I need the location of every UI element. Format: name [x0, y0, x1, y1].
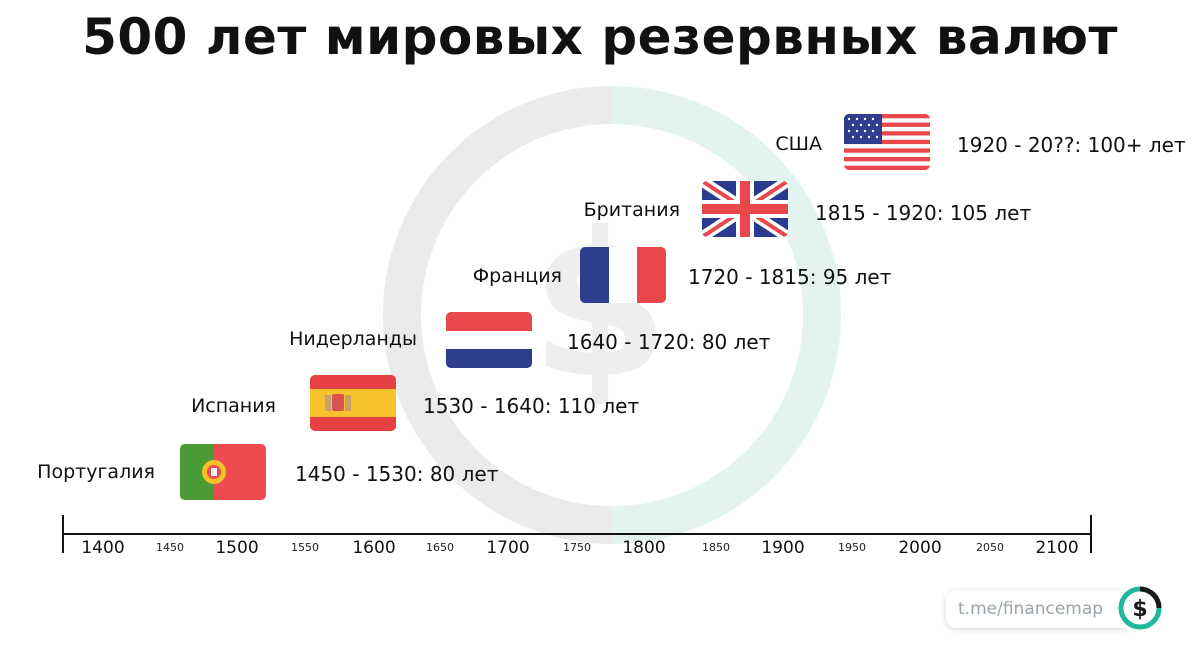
timeline-axis	[62, 533, 1092, 535]
tick-2100: 2100	[1035, 538, 1079, 558]
portugal-flag-icon	[180, 444, 266, 500]
tick-1650: 1650	[426, 541, 454, 554]
usa-flag-icon	[844, 114, 930, 170]
period-netherlands: 1640 - 1720: 80 лет	[567, 330, 771, 354]
telegram-link[interactable]	[946, 590, 1136, 628]
period-usa: 1920 - 20??: 100+ лет	[957, 133, 1186, 157]
country-label-portugal: Португалия	[37, 461, 155, 483]
dollar-logo-icon: $	[1115, 583, 1165, 633]
country-label-usa: США	[775, 133, 822, 155]
country-label-netherlands: Нидерланды	[289, 328, 417, 350]
tick-1400: 1400	[81, 538, 125, 558]
page-title: 500 лет мировых резервных валют	[82, 8, 1118, 66]
telegram-link-text[interactable]: t.me/financemap	[958, 599, 1104, 619]
country-label-france: Франция	[472, 265, 562, 287]
axis-start-cap	[62, 515, 64, 553]
period-portugal: 1450 - 1530: 80 лет	[295, 462, 499, 486]
tick-1600: 1600	[352, 538, 396, 558]
tick-1800: 1800	[622, 538, 666, 558]
tick-1450: 1450	[156, 541, 184, 554]
tick-1900: 1900	[761, 538, 805, 558]
uk-flag-icon	[702, 181, 788, 237]
netherlands-flag-icon	[446, 312, 532, 368]
spain-flag-icon	[310, 375, 396, 431]
period-britain: 1815 - 1920: 105 лет	[815, 201, 1032, 225]
tick-1550: 1550	[291, 541, 319, 554]
axis-end-cap	[1090, 515, 1092, 553]
svg-text:$: $	[1132, 597, 1147, 622]
tick-1700: 1700	[486, 538, 530, 558]
tick-1950: 1950	[838, 541, 866, 554]
tick-2050: 2050	[976, 541, 1004, 554]
period-spain: 1530 - 1640: 110 лет	[423, 394, 640, 418]
france-flag-icon	[580, 247, 666, 303]
country-label-britain: Британия	[583, 199, 680, 221]
tick-1500: 1500	[215, 538, 259, 558]
tick-1850: 1850	[702, 541, 730, 554]
period-france: 1720 - 1815: 95 лет	[688, 265, 892, 289]
country-label-spain: Испания	[191, 395, 276, 417]
tick-1750: 1750	[563, 541, 591, 554]
svg-text:$: $	[530, 190, 669, 423]
tick-2000: 2000	[898, 538, 942, 558]
